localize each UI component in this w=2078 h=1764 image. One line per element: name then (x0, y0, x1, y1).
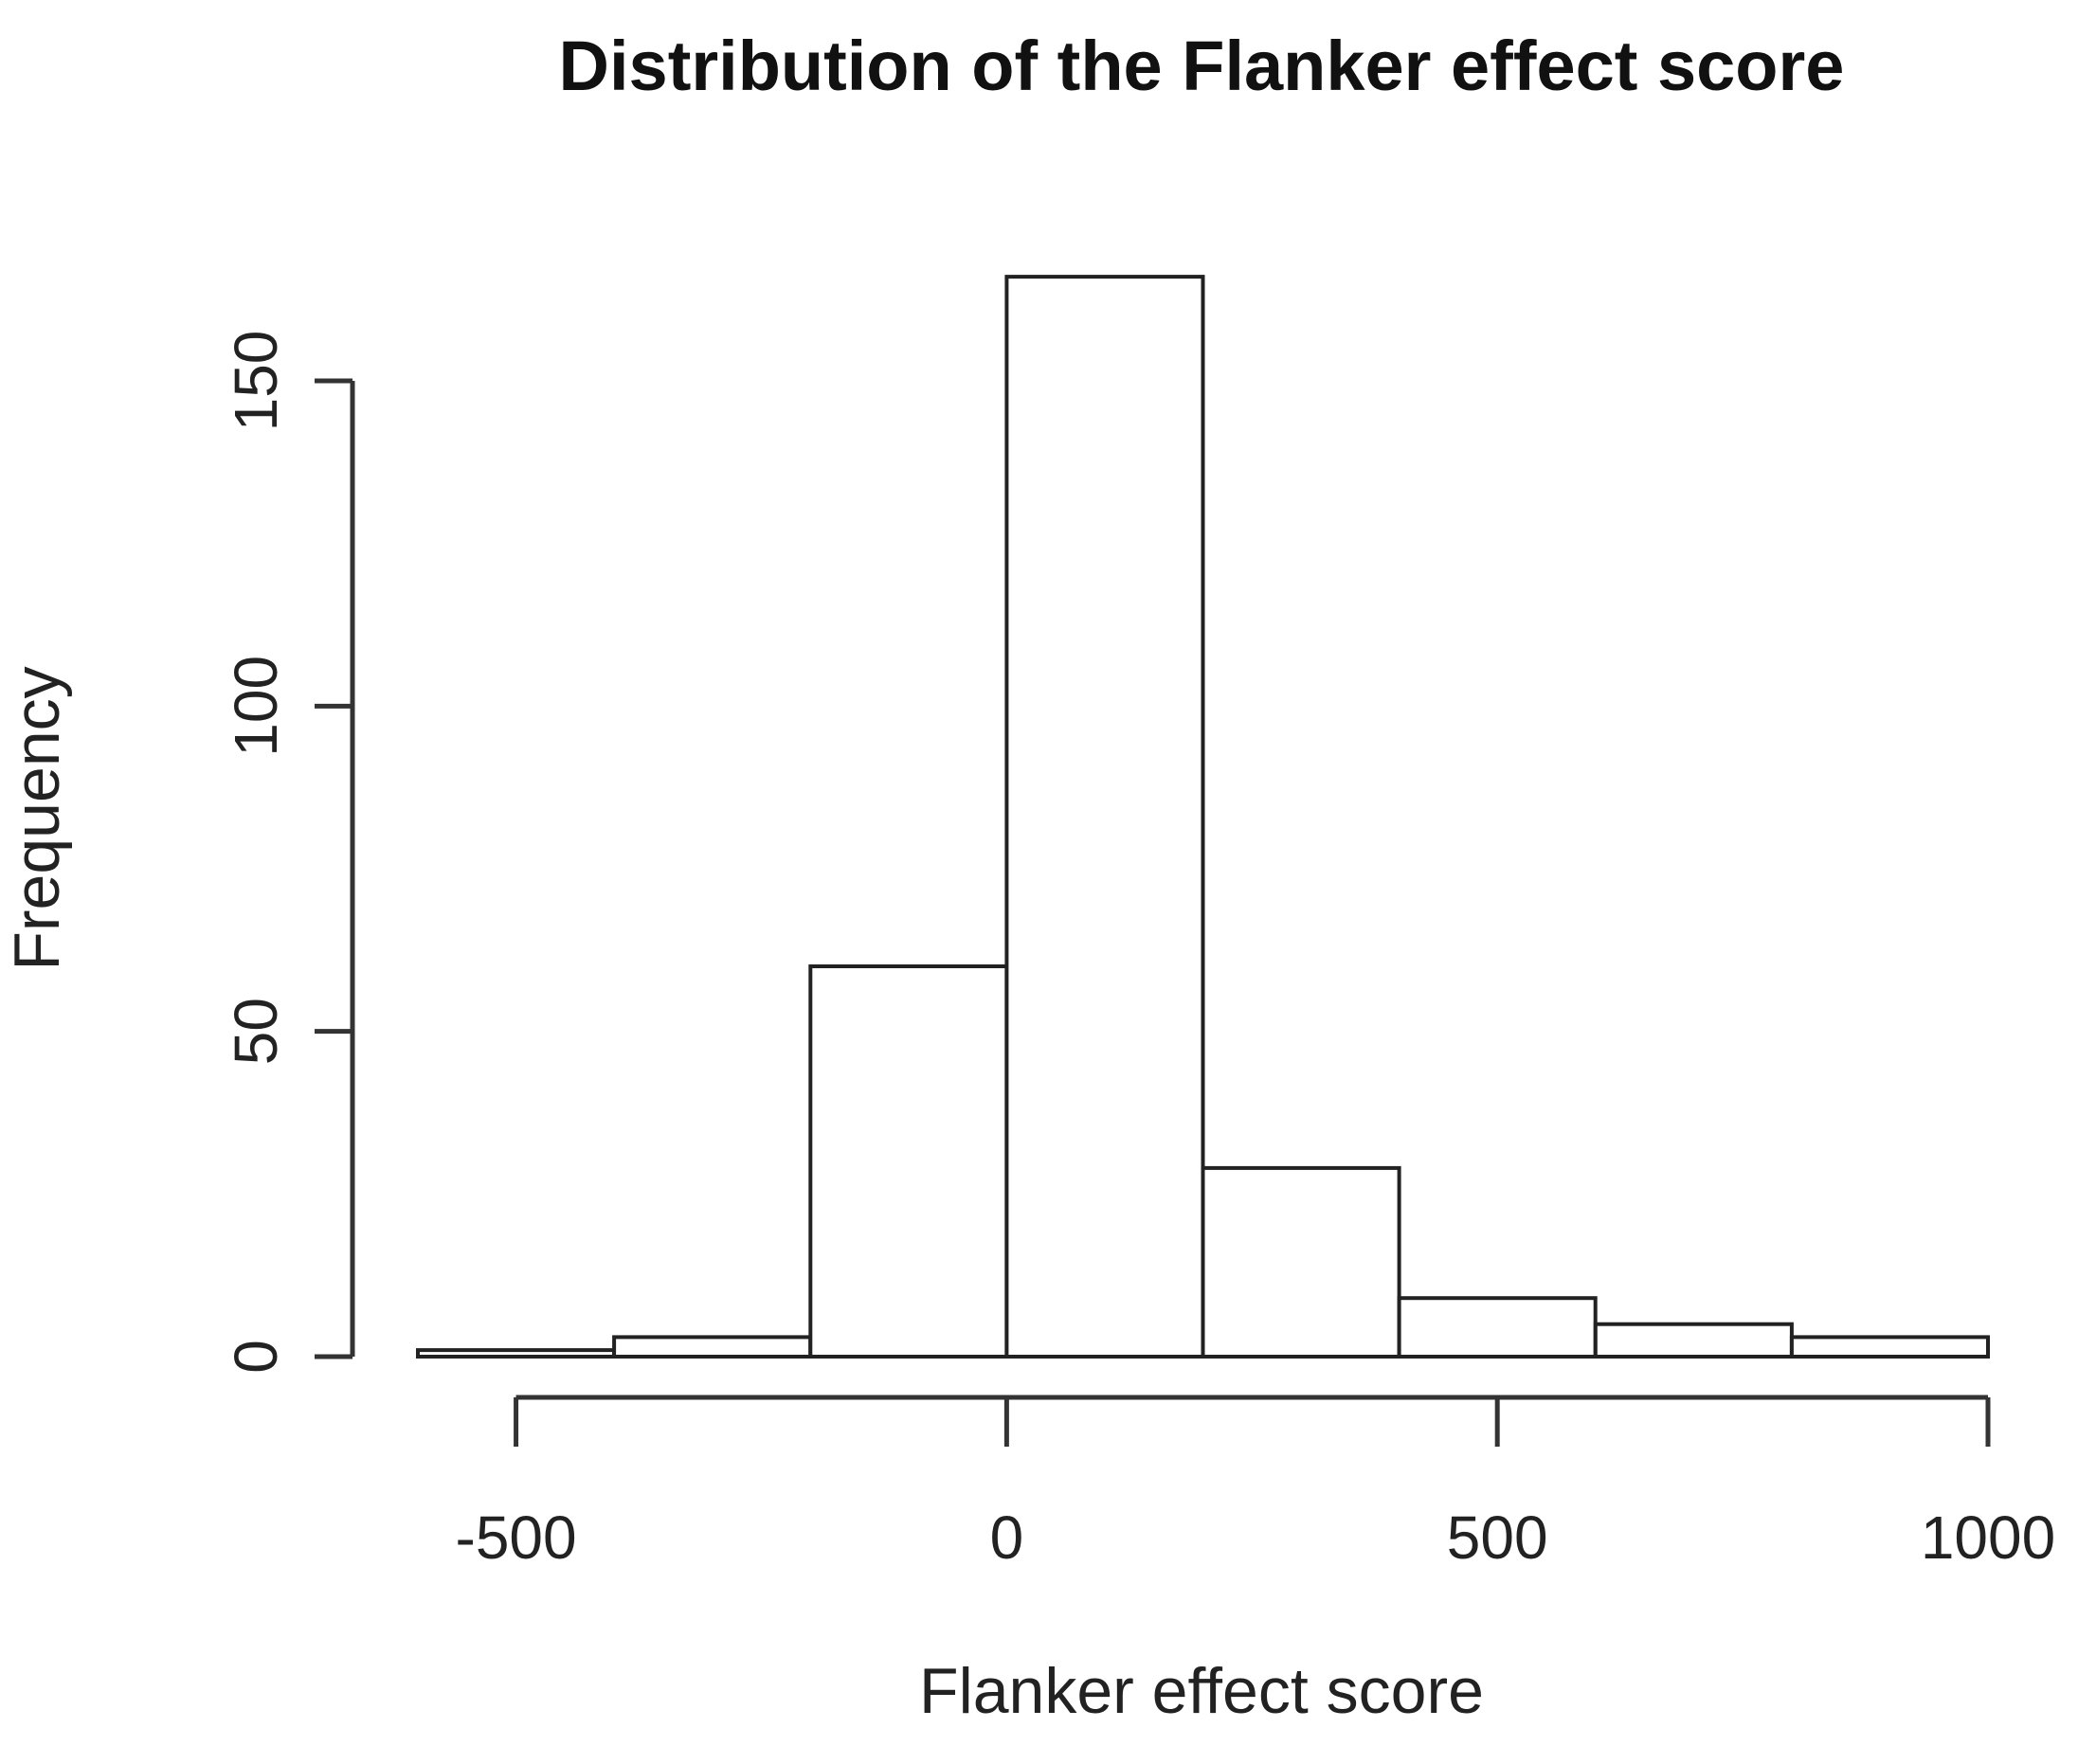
histogram-bar (1201, 1165, 1401, 1359)
x-tick-label: 1000 (1921, 1503, 2055, 1572)
histogram-bar (416, 1348, 617, 1359)
histogram-bar (1004, 275, 1205, 1359)
y-tick-label: 50 (222, 998, 290, 1065)
histogram-bar (612, 1335, 813, 1359)
histogram-bar (1789, 1335, 1991, 1359)
x-tick-label: 0 (990, 1503, 1024, 1572)
y-tick-label: 100 (222, 656, 290, 757)
chart-title: Distribution of the Flanker effect score (559, 27, 1845, 105)
y-tick-label: 150 (222, 331, 290, 432)
y-axis-label: Frequency (1, 666, 73, 970)
x-tick-label: 500 (1447, 1503, 1548, 1572)
histogram-bar (1397, 1296, 1598, 1359)
histogram-bar (1593, 1322, 1794, 1359)
x-axis: -500 0 500 1000 (456, 1395, 2055, 1572)
bars-group (416, 275, 1991, 1359)
histogram-bar (808, 964, 1009, 1359)
x-tick-label: -500 (456, 1503, 577, 1572)
x-axis-label: Flanker effect score (919, 1655, 1484, 1727)
y-axis: 0 50 100 150 (222, 331, 355, 1374)
y-tick-label: 0 (222, 1340, 290, 1374)
